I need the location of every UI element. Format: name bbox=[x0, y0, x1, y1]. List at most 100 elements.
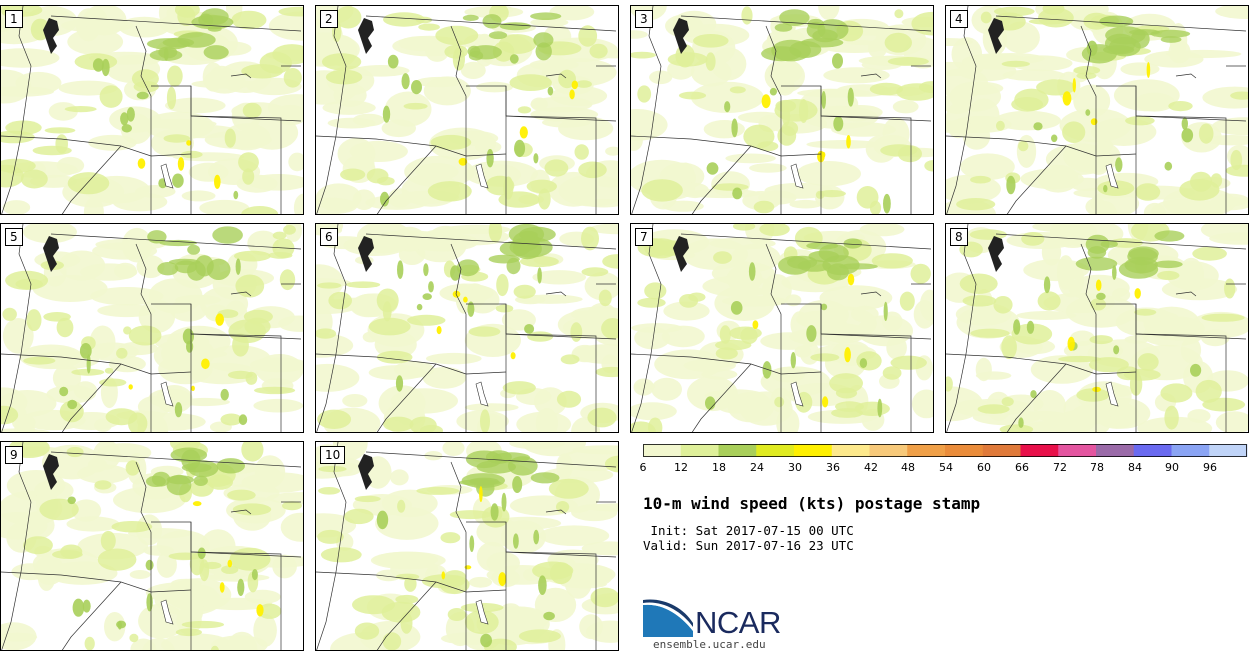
wind-shade bbox=[602, 254, 618, 269]
wind-shade bbox=[847, 87, 854, 107]
wind-shade bbox=[283, 68, 302, 88]
state-boundary bbox=[995, 15, 1247, 32]
wind-shade bbox=[533, 32, 554, 48]
state-boundary bbox=[1135, 333, 1227, 432]
wind-shade bbox=[163, 134, 191, 143]
wind-shade bbox=[1092, 386, 1101, 392]
wind-shade bbox=[731, 118, 738, 138]
state-boundary bbox=[680, 233, 932, 250]
wind-shade bbox=[559, 449, 618, 472]
wind-shade bbox=[381, 489, 438, 518]
wind-shade bbox=[519, 126, 528, 139]
wind-shade bbox=[231, 10, 267, 30]
colorbar-swatch bbox=[1020, 444, 1059, 457]
state-boundary bbox=[365, 15, 617, 32]
wind-shade bbox=[760, 332, 818, 350]
state-boundary bbox=[230, 509, 252, 515]
wind-shade bbox=[1181, 128, 1194, 143]
wind-shade bbox=[343, 235, 408, 256]
wind-shade bbox=[1135, 183, 1161, 201]
wind-shade bbox=[99, 85, 123, 108]
wind-shade bbox=[1075, 256, 1118, 271]
wind-shade bbox=[587, 407, 617, 428]
wind-shade bbox=[67, 172, 110, 195]
wind-shade bbox=[542, 466, 614, 484]
wind-shade bbox=[1168, 101, 1193, 112]
wind-shade bbox=[66, 516, 120, 532]
wind-shade bbox=[496, 273, 509, 297]
wind-shade bbox=[1142, 323, 1203, 347]
colorbar-swatch bbox=[1209, 444, 1248, 457]
state-boundary bbox=[1080, 25, 1097, 156]
wind-shade bbox=[752, 320, 759, 329]
wind-shade bbox=[118, 16, 170, 38]
wind-shade bbox=[242, 168, 255, 185]
coast-islands bbox=[43, 18, 59, 54]
wind-shade bbox=[631, 51, 656, 59]
wind-shade bbox=[996, 120, 1005, 131]
wind-shade bbox=[15, 71, 62, 95]
wind-shade bbox=[251, 569, 258, 581]
wind-shade bbox=[220, 388, 229, 401]
wind-shade bbox=[532, 270, 586, 285]
wind-shade bbox=[419, 424, 443, 432]
wind-shade bbox=[1134, 288, 1141, 299]
wind-shade bbox=[1033, 122, 1043, 131]
wind-shade bbox=[910, 263, 931, 284]
colorbar-tick: 84 bbox=[1128, 461, 1142, 474]
wind-shade bbox=[1076, 388, 1110, 402]
wind-shade bbox=[946, 376, 953, 392]
wind-shade bbox=[460, 61, 486, 79]
wind-shade bbox=[1113, 345, 1120, 355]
wind-shade bbox=[94, 418, 112, 432]
wind-shade bbox=[761, 94, 771, 109]
wind-shade bbox=[1190, 363, 1202, 377]
wind-shade bbox=[789, 199, 822, 209]
wind-shade bbox=[1150, 29, 1191, 38]
wind-shade bbox=[777, 125, 797, 146]
state-boundary bbox=[230, 73, 252, 79]
wind-shade bbox=[444, 44, 468, 59]
state-boundary bbox=[860, 291, 882, 297]
wind-shade bbox=[1001, 397, 1014, 407]
wind-shade bbox=[192, 501, 202, 507]
wind-shade bbox=[501, 492, 507, 512]
wind-shade bbox=[498, 34, 537, 54]
wind-shade bbox=[206, 258, 231, 280]
wind-shade bbox=[817, 190, 846, 198]
wind-shade bbox=[526, 179, 557, 194]
wind-shade bbox=[368, 365, 426, 381]
wind-shade bbox=[354, 155, 375, 174]
wind-shade bbox=[129, 633, 139, 643]
wind-shade bbox=[235, 258, 241, 275]
wind-shade bbox=[604, 455, 618, 473]
wind-shade bbox=[256, 604, 264, 617]
wind-shade bbox=[383, 12, 425, 27]
wind-shade bbox=[227, 559, 233, 568]
colorbar-tick: 78 bbox=[1090, 461, 1104, 474]
wind-shade bbox=[430, 134, 472, 150]
wind-shade bbox=[422, 293, 432, 300]
state-boundary bbox=[190, 333, 282, 432]
wind-shade bbox=[488, 31, 508, 40]
state-boundary bbox=[765, 243, 782, 374]
wind-shade bbox=[631, 421, 656, 432]
wind-shade bbox=[166, 474, 192, 496]
wind-shade bbox=[532, 561, 574, 580]
wind-shade bbox=[846, 135, 851, 149]
colorbar-tick: 60 bbox=[977, 461, 991, 474]
wind-shade bbox=[66, 446, 84, 458]
wind-shade bbox=[224, 128, 236, 148]
wind-shade bbox=[282, 501, 302, 511]
wind-shade bbox=[458, 157, 468, 166]
wind-shade bbox=[365, 195, 429, 210]
wind-shade bbox=[1181, 117, 1188, 130]
wind-shade bbox=[969, 229, 1007, 240]
wind-shade bbox=[847, 273, 855, 286]
wind-shade bbox=[513, 284, 536, 299]
wind-shade bbox=[168, 552, 202, 560]
colorbar-swatch bbox=[831, 444, 870, 457]
state-boundary bbox=[1, 442, 32, 650]
wind-shade bbox=[426, 352, 482, 365]
member-map bbox=[946, 6, 1248, 214]
